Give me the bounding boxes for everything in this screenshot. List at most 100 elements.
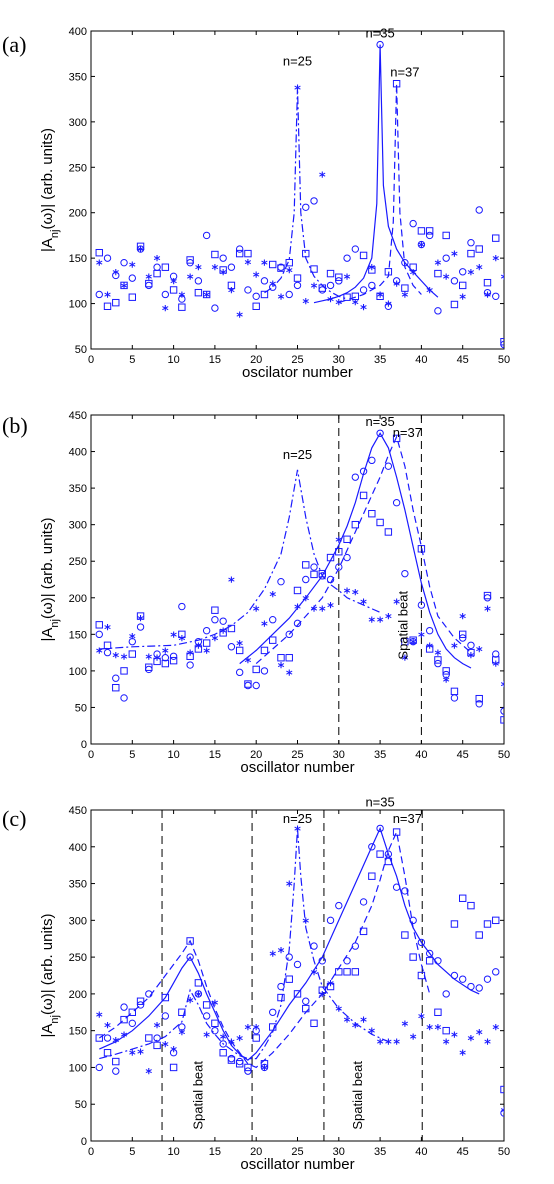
star-marker: * [178, 290, 185, 305]
star-marker: * [435, 1023, 442, 1038]
circle-marker [202, 231, 211, 240]
square-marker [417, 227, 426, 235]
x-tick-label: 25 [291, 1146, 303, 1158]
star-marker: * [302, 594, 309, 609]
star-marker: * [145, 272, 152, 287]
square-marker [425, 227, 434, 235]
star-marker: * [211, 634, 218, 649]
x-tick-label: 30 [333, 354, 345, 366]
circle-marker [211, 304, 219, 312]
y-tick-label: 350 [69, 483, 87, 495]
spatial-beat-label: Spatial beat [350, 1061, 365, 1130]
square-marker [194, 645, 203, 653]
star-marker: * [435, 259, 442, 274]
square-marker [227, 281, 236, 290]
x-tick-label: 40 [415, 749, 427, 761]
circle-marker [120, 694, 128, 702]
series-line-dashdot [264, 87, 348, 300]
x-tick-label: 10 [167, 1146, 179, 1158]
x-tick-label: 50 [498, 1146, 510, 1158]
x-axis-label: oscilator number [242, 364, 353, 381]
star-marker: * [121, 281, 128, 296]
circle-marker [492, 292, 500, 301]
star-marker: * [253, 605, 260, 620]
square-marker [178, 1008, 186, 1016]
series-line-dashdot [99, 828, 389, 1060]
x-tick-label: 25 [291, 749, 303, 761]
circle-marker [219, 254, 227, 262]
star-marker: * [187, 996, 194, 1011]
square-marker [211, 1019, 219, 1028]
star-marker: * [245, 1023, 252, 1038]
x-tick-label: 15 [209, 354, 221, 366]
x-tick-label: 35 [374, 1146, 386, 1158]
circle-marker [235, 1057, 244, 1066]
square-marker [425, 645, 434, 653]
square-marker [186, 256, 194, 264]
circle-marker [475, 700, 483, 708]
square-marker [359, 251, 368, 260]
star-marker: * [393, 597, 400, 612]
circle-marker [475, 984, 483, 992]
square-marker [302, 1004, 310, 1013]
square-marker [459, 894, 467, 902]
star-marker: * [228, 576, 235, 591]
plot-area: ****************************************… [95, 40, 504, 349]
star-marker: * [501, 680, 508, 695]
circle-marker [310, 197, 318, 205]
star-marker: * [476, 263, 483, 278]
circle-marker [384, 462, 393, 470]
star-marker: * [426, 641, 433, 656]
star-marker: * [401, 654, 408, 669]
circle-marker [409, 219, 417, 228]
star-marker: * [484, 605, 491, 620]
square-marker [384, 528, 393, 536]
square-marker [260, 290, 269, 299]
star-marker: * [377, 1038, 384, 1053]
square-marker [467, 901, 475, 910]
square-marker [310, 265, 318, 273]
star-marker: * [410, 638, 417, 653]
series-line-dashed [98, 830, 431, 1069]
star-marker: * [220, 627, 227, 642]
square-marker [219, 266, 227, 274]
circle-marker [417, 240, 426, 249]
circle-marker [169, 1049, 178, 1057]
star-marker: * [501, 1106, 508, 1121]
star-marker: * [228, 286, 235, 301]
star-marker: * [360, 1016, 367, 1031]
star-marker: * [121, 1030, 128, 1045]
y-tick-label: 50 [75, 1099, 87, 1111]
star-marker: * [211, 999, 218, 1014]
star-marker: * [129, 632, 136, 647]
square-marker [459, 281, 467, 290]
circle-marker [434, 957, 442, 965]
star-marker: * [319, 171, 326, 186]
circle-marker [128, 637, 137, 646]
square-marker [483, 591, 492, 600]
x-axis-label: oscillator number [240, 759, 354, 776]
square-marker [442, 231, 450, 240]
circle-marker [351, 942, 360, 950]
circle-marker [235, 245, 244, 253]
star-marker: * [377, 290, 384, 305]
square-marker [153, 657, 161, 666]
star-marker: * [459, 612, 466, 627]
square-marker [202, 639, 211, 647]
circle-marker [335, 563, 343, 571]
x-tick-label: 30 [333, 749, 345, 761]
x-tick-label: 5 [129, 1146, 135, 1158]
circle-marker [293, 281, 302, 290]
circle-marker [442, 254, 450, 262]
square-marker [318, 986, 326, 994]
square-marker [178, 630, 186, 639]
square-marker [500, 1085, 504, 1094]
square-marker [434, 269, 442, 278]
series-line-solid [99, 826, 480, 1061]
circle-marker [120, 258, 128, 267]
circle-marker [359, 467, 368, 475]
star-marker: * [418, 1012, 425, 1027]
square-marker [492, 916, 500, 925]
circle-marker [153, 1034, 161, 1042]
square-marker [359, 491, 368, 500]
